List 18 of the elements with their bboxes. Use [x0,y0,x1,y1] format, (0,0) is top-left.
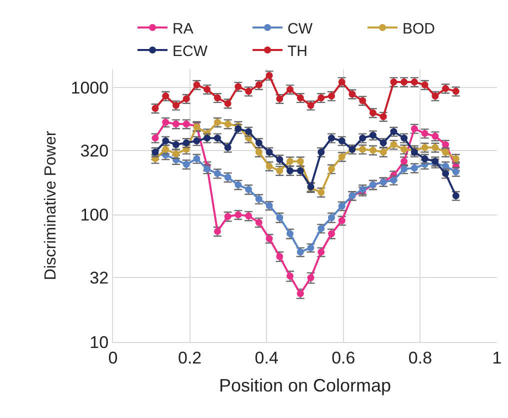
y-tick-label: 1000 [70,78,109,98]
y-axis-title: Discriminative Power [42,130,60,280]
x-tick-label: 0.6 [332,348,356,368]
legend-label: CW [288,20,314,38]
x-tick-label: 0 [108,348,118,368]
y-tick-label: 320 [80,141,109,160]
x-tick-label: 0.2 [178,348,202,368]
legend-label: ECW [172,42,208,60]
legend-label: RA [172,20,194,38]
y-tick-label: 100 [80,206,109,225]
x-tick-label: 0.8 [408,348,432,368]
legend-label: BOD [402,20,436,38]
y-tick-label: 32 [90,268,109,288]
x-tick-label: 0.4 [254,348,278,368]
y-tick-label: 10 [90,332,109,352]
legend-label: TH [288,42,308,60]
x-tick-label: 1 [492,348,502,368]
x-axis-title: Position on Colormap [218,376,392,396]
